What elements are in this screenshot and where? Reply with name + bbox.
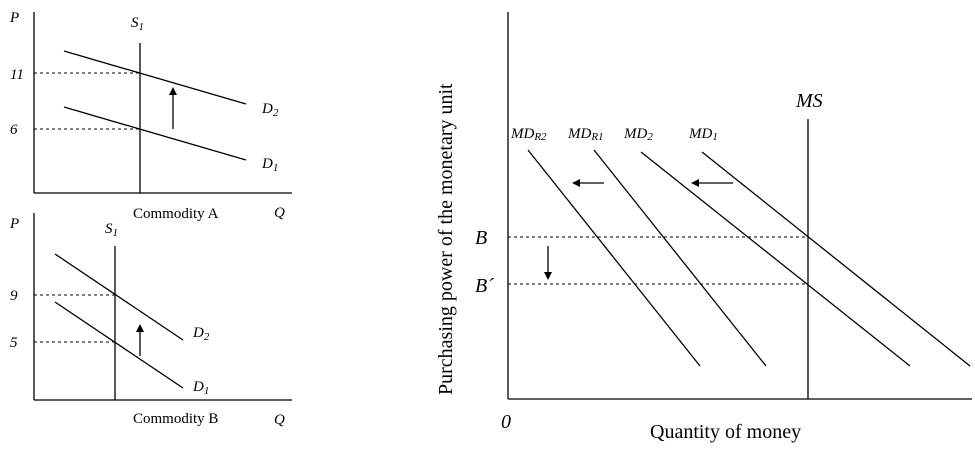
commodity-a-price-high: 11 bbox=[10, 67, 24, 83]
md1-label: MD1 bbox=[688, 126, 718, 143]
commodity-b-d1-label: D1 bbox=[192, 379, 209, 397]
commodity-a-s1-label: S1 bbox=[131, 15, 144, 33]
commodity-b-price-high: 9 bbox=[10, 288, 18, 304]
money-y-axis-label: Purchasing power of the monetary unit bbox=[435, 83, 457, 395]
md1-line bbox=[701, 151, 971, 367]
mdr2-line bbox=[527, 149, 701, 367]
money-b-label: B bbox=[475, 227, 487, 249]
commodity-a-panel: P Q Commodity A S1 D2 D1 11 6 bbox=[9, 10, 292, 222]
commodity-a-caption: Commodity A bbox=[133, 206, 219, 222]
commodity-a-d2-label: D2 bbox=[261, 101, 279, 119]
commodity-b-q-label: Q bbox=[274, 412, 285, 428]
mdr1-label: MDR1 bbox=[567, 126, 604, 143]
commodity-a-price-low: 6 bbox=[10, 122, 18, 138]
commodity-a-d2-line bbox=[63, 50, 247, 105]
commodity-b-s1-label: S1 bbox=[105, 221, 118, 239]
commodity-b-d2-line bbox=[54, 253, 184, 341]
mdr2-label: MDR2 bbox=[510, 126, 547, 143]
commodity-a-d1-label: D1 bbox=[261, 156, 278, 174]
commodity-a-d1-line bbox=[63, 106, 247, 161]
md2-line bbox=[640, 151, 911, 367]
commodity-b-panel: P Q Commodity B S1 D2 D1 9 5 bbox=[9, 213, 292, 428]
mdr1-line bbox=[593, 149, 767, 367]
money-market-panel: Purchasing power of the monetary unit Qu… bbox=[435, 12, 972, 443]
md2-label: MD2 bbox=[623, 126, 653, 143]
money-b-prime-label: B´ bbox=[475, 275, 494, 297]
commodity-b-d1-line bbox=[54, 301, 184, 389]
commodity-b-caption: Commodity B bbox=[133, 411, 218, 427]
commodity-a-p-label: P bbox=[9, 10, 19, 26]
commodity-b-d2-label: D2 bbox=[192, 325, 210, 343]
money-origin-label: 0 bbox=[501, 411, 511, 433]
money-x-axis-label: Quantity of money bbox=[650, 421, 801, 443]
commodity-b-p-label: P bbox=[9, 216, 19, 232]
commodity-b-price-low: 5 bbox=[10, 335, 18, 351]
commodity-a-q-label: Q bbox=[274, 205, 285, 221]
money-supply-label: MS bbox=[795, 90, 823, 112]
